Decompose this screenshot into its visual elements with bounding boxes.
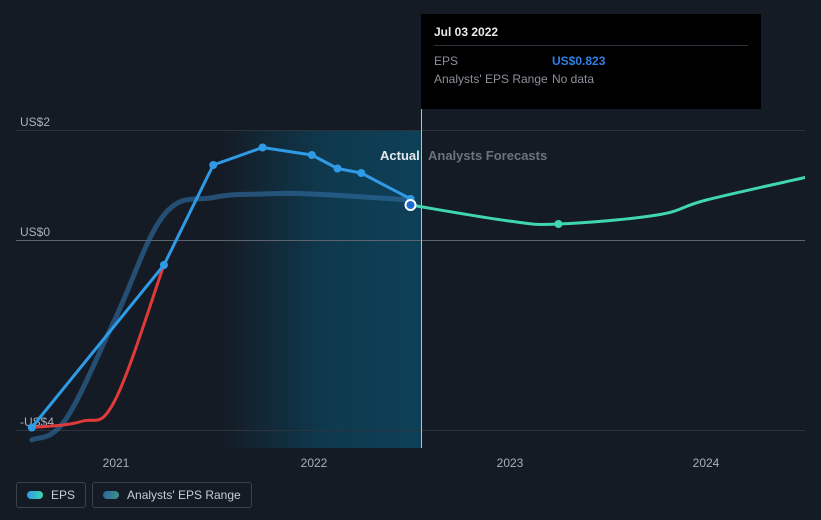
- tooltip-value: US$0.823: [552, 52, 605, 70]
- region-label-actual: Actual: [380, 148, 420, 163]
- legend-item-range[interactable]: Analysts' EPS Range: [92, 482, 252, 508]
- tooltip-date: Jul 03 2022: [434, 25, 748, 46]
- highlight-band: [221, 130, 421, 448]
- gridline: [16, 430, 805, 431]
- legend-swatch-range: [103, 491, 119, 499]
- y-axis-label: -US$4: [20, 415, 54, 429]
- legend-label: EPS: [51, 488, 75, 502]
- legend-label: Analysts' EPS Range: [127, 488, 241, 502]
- tooltip-key: Analysts' EPS Range: [434, 70, 552, 88]
- plot-area[interactable]: US$2US$0-US$4 Actual Analysts Forecasts …: [16, 0, 805, 445]
- gridline: [16, 130, 805, 131]
- y-axis-label: US$2: [20, 115, 50, 129]
- y-axis-label: US$0: [20, 225, 50, 239]
- x-axis-label: 2022: [301, 456, 328, 470]
- legend-swatch-eps: [27, 491, 43, 499]
- gridline: [16, 240, 805, 241]
- chart-tooltip: Jul 03 2022 EPS US$0.823 Analysts' EPS R…: [421, 14, 761, 109]
- region-label-forecast: Analysts Forecasts: [428, 148, 547, 163]
- legend: EPS Analysts' EPS Range: [16, 482, 252, 508]
- tooltip-value: No data: [552, 70, 594, 88]
- legend-item-eps[interactable]: EPS: [16, 482, 86, 508]
- x-axis-label: 2023: [497, 456, 524, 470]
- tooltip-row-eps: EPS US$0.823: [434, 52, 748, 70]
- x-axis-label: 2024: [693, 456, 720, 470]
- eps-chart[interactable]: US$2US$0-US$4 Actual Analysts Forecasts …: [0, 0, 821, 520]
- tooltip-key: EPS: [434, 52, 552, 70]
- tooltip-row-range: Analysts' EPS Range No data: [434, 70, 748, 88]
- x-axis-label: 2021: [103, 456, 130, 470]
